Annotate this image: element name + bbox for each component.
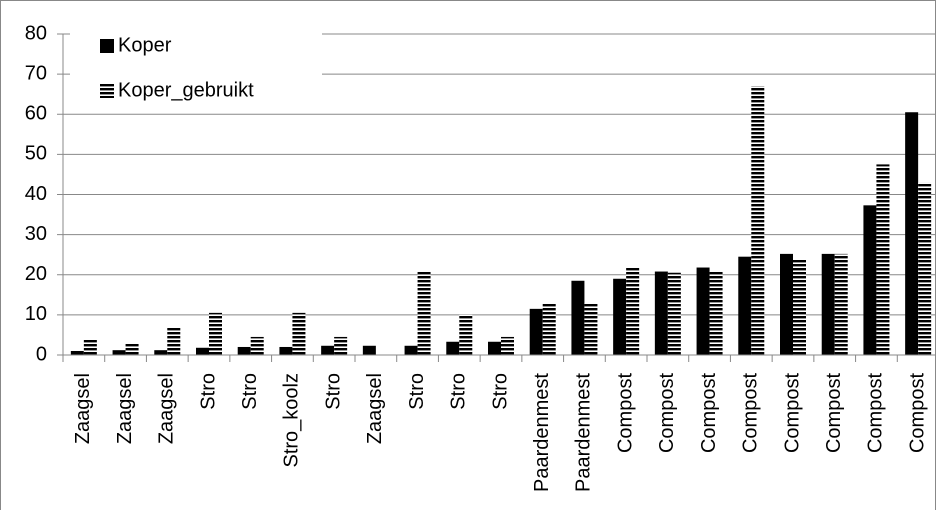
x-tick-label: Compost [865, 373, 887, 453]
bar [821, 253, 835, 355]
bar [488, 341, 501, 355]
y-tick-label: 30 [25, 223, 47, 245]
x-tick-label: Zaagsel [114, 373, 136, 444]
bar [529, 308, 543, 355]
bar [584, 302, 598, 355]
bar [362, 345, 376, 355]
y-tick-label: 60 [25, 103, 47, 125]
x-tick-label: Stro [489, 373, 511, 410]
bar [321, 345, 335, 355]
bar [250, 336, 264, 355]
x-tick-label: Stro_koolz [281, 373, 303, 468]
x-tick-label: Compost [656, 373, 678, 453]
x-tick-label: Compost [781, 373, 803, 453]
bar [237, 346, 251, 355]
legend-label: Koper_gebruikt [118, 79, 254, 101]
y-tick-label: 20 [25, 263, 47, 285]
bar [167, 326, 181, 355]
y-tick-label: 10 [25, 303, 47, 325]
bar [70, 350, 84, 355]
bar [905, 112, 919, 356]
bar [793, 258, 806, 355]
x-tick-label: Paardenmest [573, 373, 595, 492]
bar [863, 205, 877, 355]
x-tick-label: Compost [906, 373, 928, 453]
bar [279, 346, 293, 355]
legend-label: Koper [118, 34, 172, 56]
bar [209, 312, 222, 355]
x-tick-label: Zaagsel [72, 373, 94, 444]
legend-swatch [100, 39, 114, 53]
x-tick-label: Stro [322, 373, 344, 410]
bar [125, 342, 139, 355]
x-tick-label: Compost [614, 373, 636, 453]
bar [501, 336, 514, 355]
y-tick-label: 80 [25, 22, 47, 44]
bar [751, 86, 765, 355]
bar [196, 347, 209, 355]
x-tick-label: Stro [448, 373, 470, 410]
y-tick-label: 0 [36, 343, 47, 365]
bar [459, 314, 473, 355]
x-tick-label: Compost [698, 373, 720, 453]
x-tick-label: Compost [823, 373, 845, 453]
bar [709, 270, 723, 355]
y-tick-label: 50 [25, 143, 47, 165]
bar [404, 345, 418, 355]
y-tick-label: 40 [25, 183, 47, 205]
bar [83, 338, 97, 355]
bar [667, 272, 681, 355]
legend-swatch [100, 84, 114, 98]
x-tick-label: Zaagsel [364, 373, 386, 444]
bar [446, 341, 460, 355]
bar [571, 280, 585, 355]
bar [834, 253, 848, 355]
bar [334, 336, 348, 355]
bar [918, 182, 932, 355]
bar [654, 271, 668, 355]
x-tick-label: Stro [406, 373, 428, 410]
x-tick-label: Stro [197, 373, 219, 410]
bar [876, 164, 890, 355]
x-tick-label: Paardenmest [531, 373, 553, 492]
bar [154, 350, 168, 355]
bar [112, 350, 126, 355]
bar [417, 270, 431, 355]
bar [738, 256, 752, 355]
bar [542, 303, 556, 355]
x-tick-label: Stro [239, 373, 261, 410]
bar [613, 278, 627, 355]
y-tick-label: 70 [25, 62, 47, 84]
bar [780, 253, 793, 355]
bar [292, 312, 306, 355]
bar [626, 266, 640, 355]
x-tick-label: Zaagsel [156, 373, 178, 444]
x-tick-label: Compost [740, 373, 762, 453]
bar [696, 267, 710, 355]
